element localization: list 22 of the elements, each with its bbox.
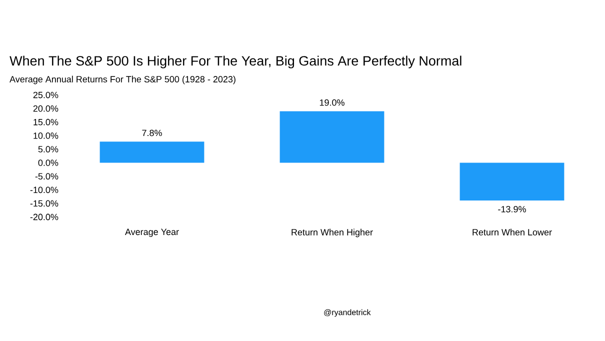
- x-tick-label: Average Year: [124, 228, 179, 237]
- y-tick-label: -10.0%: [30, 186, 58, 194]
- y-tick-label: 20.0%: [33, 105, 58, 112]
- chart-subtitle: Average Annual Returns For The S&P 500 (1928 - 2023): [10, 76, 236, 84]
- y-tick-label: 10.0%: [34, 132, 58, 139]
- bar: [100, 142, 204, 163]
- text: @ryandetrick: [324, 309, 371, 317]
- y-tick-label: 15.0%: [34, 118, 58, 126]
- data-label: 7.8%: [142, 130, 162, 136]
- bar: [460, 162, 564, 200]
- bar: [280, 111, 384, 163]
- y-tick-label: -20.0%: [30, 214, 58, 220]
- y-tick-label: 0.0%: [38, 160, 58, 166]
- y-tick-label: 25.0%: [33, 92, 58, 98]
- y-tick-label: -5.0%: [35, 173, 58, 180]
- x-tick-label: Return When Lower: [472, 228, 552, 236]
- y-tick-label: -15.0%: [30, 200, 58, 207]
- data-label: 19.0%: [320, 99, 344, 106]
- y-tick-label: 5.0%: [38, 146, 58, 152]
- chart-title: When The S&P 500 Is Higher For The Year, Big Gains Are Perfectly Normal: [10, 56, 462, 68]
- data-label: -13.9%: [498, 206, 526, 212]
- x-tick-label: Return When Higher: [292, 228, 373, 238]
